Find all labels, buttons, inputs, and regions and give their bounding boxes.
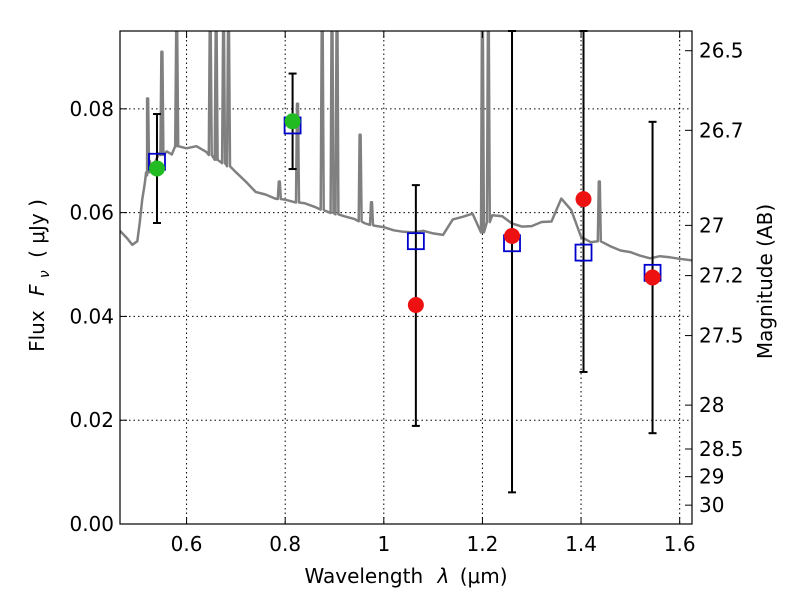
y-axis-label: Flux F ν ( μJy ) (25, 199, 54, 352)
magnitude-tick-label: 26.5 (699, 39, 744, 63)
y-tick-label: 0.06 (69, 201, 114, 225)
x-tick-label: 1.2 (467, 532, 499, 556)
observed-point-green (148, 160, 165, 177)
magnitude-tick-label: 27.5 (699, 324, 744, 348)
x-axis-label: Wavelength λ (μm) (304, 564, 507, 588)
magnitude-tick-label: 28 (699, 393, 724, 417)
data-markers (148, 113, 662, 314)
observed-point-red (575, 191, 592, 208)
y-tick-label: 0.04 (69, 304, 114, 328)
x-tick-label: 0.8 (269, 532, 301, 556)
magnitude-tick-label: 26.7 (699, 118, 744, 142)
axis-ticks: 0.6 0.8 1 1.2 1.4 1.6 0.00 0.02 0.04 0.06 0.08 26.5… (69, 31, 744, 556)
x-axis-label-symbol: λ (437, 564, 450, 588)
magnitude-tick-label: 27.2 (699, 264, 744, 288)
magnitude-tick-label: 27 (699, 213, 724, 237)
y-tick-label: 0.02 (69, 408, 114, 432)
grid (120, 31, 692, 525)
x-tick-label: 1 (377, 532, 390, 556)
observed-point-red (504, 227, 521, 244)
plot-frame (119, 30, 693, 525)
y-tick-label: 0.08 (69, 97, 114, 121)
x-axis-label-prefix: Wavelength (304, 564, 423, 588)
magnitude-axis-label: Magnitude (AB) (753, 204, 777, 359)
y-axis-label-prefix: Flux (25, 310, 49, 352)
magnitude-tick-label: 30 (699, 493, 724, 517)
observed-point-green (284, 113, 301, 130)
magnitude-tick-label: 29 (699, 465, 724, 489)
x-tick-label: 0.6 (171, 532, 203, 556)
y-tick-label: 0.00 (69, 512, 114, 536)
y-axis-label-unit: ( μJy ) (25, 199, 49, 258)
x-axis-label-unit: (μm) (460, 564, 508, 588)
y-axis-label-subscript: ν (37, 270, 53, 278)
observed-point-red (407, 297, 424, 314)
model-photometry-square (406, 232, 425, 251)
model-spectrum-line (120, 31, 692, 262)
magnitude-tick-label: 28.5 (699, 437, 744, 461)
observed-point-red (644, 269, 661, 286)
x-tick-label: 1.4 (565, 532, 597, 556)
model-photometry-square (574, 243, 593, 262)
model-spectrum (120, 31, 692, 262)
y-axis-label-symbol: F (25, 284, 49, 296)
x-tick-label: 1.6 (664, 532, 696, 556)
